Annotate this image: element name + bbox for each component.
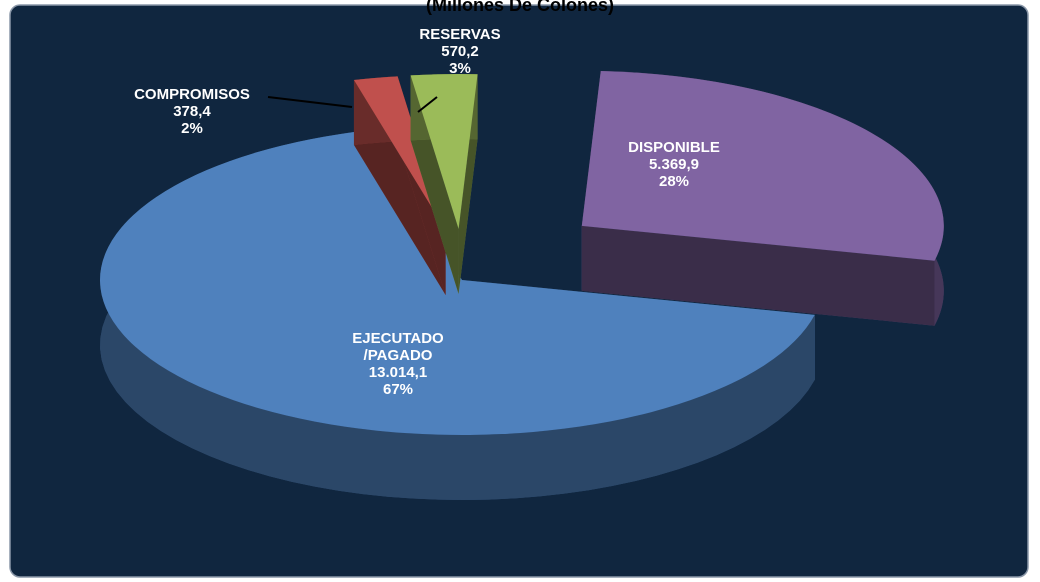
value-label: 5.369,9 [648, 156, 700, 173]
value-label: 378,4 [173, 103, 211, 120]
value-label: 570,2 [441, 43, 479, 60]
slice-top [410, 74, 478, 230]
slice-top [353, 76, 446, 230]
category-label: EJECUTADO /PAGADO [352, 330, 444, 364]
category-label: COMPROMISOS [134, 86, 250, 103]
slice-label: DISPONIBLE 5.369,9 28% [628, 139, 720, 190]
slice-label: EJECUTADO /PAGADO 13.014,1 67% [352, 330, 443, 398]
percent-label: 28% [658, 173, 690, 190]
slice-shade [581, 225, 935, 326]
percent-label: 3% [449, 60, 471, 77]
slice-top [581, 71, 944, 261]
value-label: 13.014,1 [368, 364, 428, 381]
slice-label: RESERVAS 570,2 3% [419, 26, 500, 77]
leader-line [417, 96, 438, 113]
slice [410, 74, 478, 295]
slice-label: COMPROMISOS 378,4 2% [134, 86, 250, 137]
chart-title: (Millones De Colones) [426, 0, 614, 15]
slice [353, 76, 446, 295]
leader-line [267, 96, 353, 108]
category-label: DISPONIBLE [628, 139, 720, 156]
category-label: RESERVAS [419, 26, 501, 43]
percent-label: 2% [181, 120, 203, 137]
slice [581, 71, 944, 326]
percent-label: 67% [382, 381, 414, 398]
